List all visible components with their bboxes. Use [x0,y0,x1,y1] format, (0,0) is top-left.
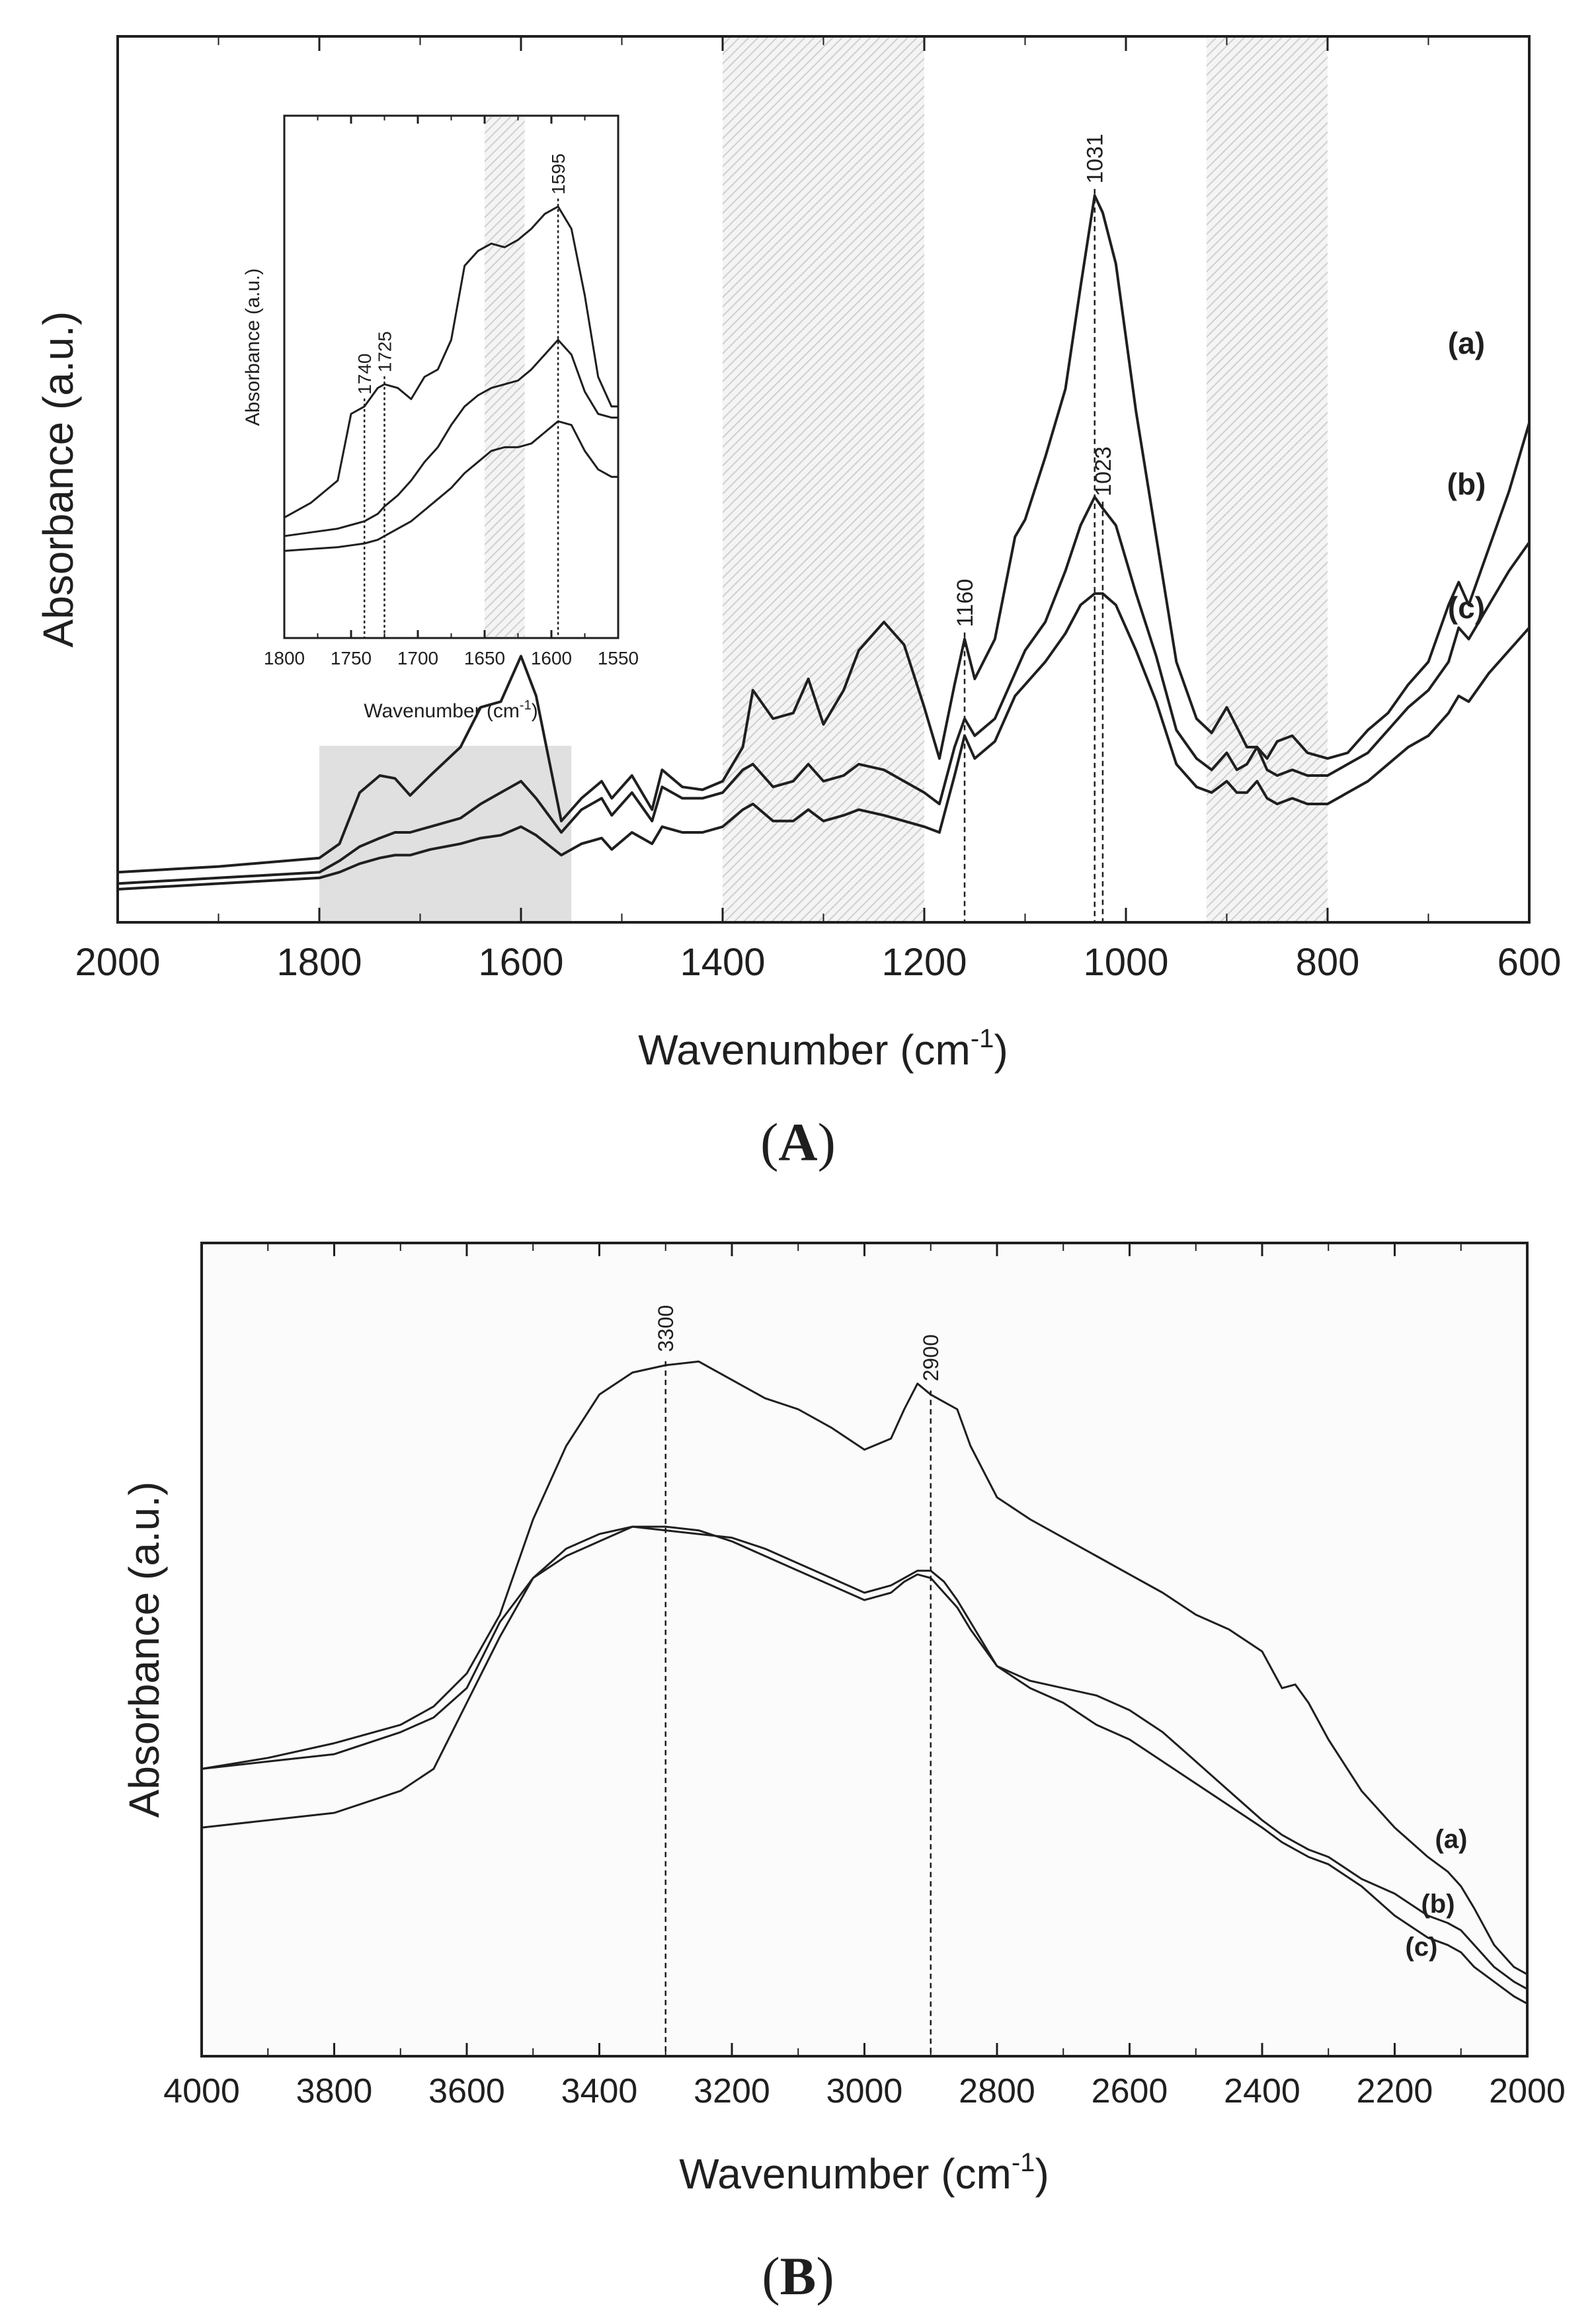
inset-y-axis-title: Absorbance (a.u.) [242,268,264,426]
panel-a-chart: 1160 1031 1023 2000 1800 1600 1400 1200 1000 800… [34,35,1562,1172]
panel-a-series-label-b: (b) [1447,467,1486,501]
inset-series-b-line [284,339,618,538]
panel-a-x-tick-label: 600 [1497,941,1562,984]
panel-a-series-label-c: (c) [1448,590,1485,625]
panel-a-y-axis-title: Absorbance (a.u.) [34,311,82,648]
panel-b-x-tick-label: 2800 [959,2072,1035,2110]
panel-b-series-a-line [201,1360,1528,1976]
panel-a-hatched-region-2 [723,38,924,921]
panel-b-y-axis-title: Absorbance (a.u.) [120,1482,168,1818]
panel-b-series-label-b: (b) [1421,1890,1455,1919]
panel-b-x-tick-label: 3800 [296,2072,373,2110]
panel-b-marker-2900-label: 2900 [919,1334,943,1381]
panel-b-series-b-line [201,1525,1528,2005]
panel-a-x-tick-label: 1400 [680,941,765,984]
inset-x-tick-label: 1800 [264,648,305,668]
inset-marker-1595-label: 1595 [548,153,569,194]
panel-a-hatched-region-3 [1207,38,1328,921]
inset-marker-1725-label: 1725 [374,331,395,372]
panel-b-x-tick-label: 4000 [163,2072,240,2110]
panel-b-label: (B) [762,2246,834,2306]
panel-a-series-b-line [117,495,1531,885]
panel-a-x-tick-label: 1600 [478,941,563,984]
panel-b-chart: 3300 2900 4000 3800 3600 3400 3200 3000 2800 260… [120,1242,1566,2306]
panel-a-marker-1031-label: 1031 [1083,134,1108,184]
panel-a-x-tick-label: 800 [1296,941,1360,984]
inset-x-tick-label: 1650 [464,648,505,668]
inset-x-axis-title: Wavenumber (cm-1) [364,698,538,722]
panel-a-x-tick-label: 2000 [75,941,160,984]
inset-x-tick-label: 1700 [397,648,438,668]
panel-a-series-c-line [117,592,1531,891]
inset-x-tick-label: 1550 [598,648,639,668]
panel-b-series-label-c: (c) [1406,1933,1438,1962]
inset-x-tick-label: 1600 [531,648,572,668]
inset-series-c-line [284,420,618,552]
panel-a-label: (A) [760,1112,836,1172]
panel-b-x-tick-label: 2600 [1092,2072,1168,2110]
panel-b-x-tick-label: 2400 [1224,2072,1300,2110]
panel-a-x-tick-label: 1000 [1083,941,1168,984]
panel-a-x-tick-label: 1800 [276,941,362,984]
inset-series-a-line [284,205,618,519]
panel-a-x-tick-label: 1200 [881,941,967,984]
panel-a-x-axis-title: Wavenumber (cm-1) [638,1024,1008,1074]
panel-b-marker-3300-label: 3300 [654,1305,678,1352]
panel-b-x-tick-label: 2000 [1489,2072,1566,2110]
panel-b-series-label-a: (a) [1435,1825,1468,1854]
panel-a-shaded-region-1 [319,746,572,922]
panel-a-series-a-line [117,194,1531,874]
panel-b-series-c-line [201,1525,1528,1990]
panel-b-x-tick-label: 3400 [561,2072,638,2110]
panel-b-x-axis-title: Wavenumber (cm-1) [679,2148,1049,2198]
inset-marker-1740-label: 1740 [354,354,375,395]
panel-b-x-tick-label: 3200 [694,2072,770,2110]
panel-b-x-tick-label: 2200 [1357,2072,1433,2110]
panel-a-series-label-a: (a) [1448,326,1485,360]
panel-a-marker-1160-label: 1160 [953,579,978,627]
panel-b-x-tick-label: 3000 [826,2072,903,2110]
panel-a-marker-1023-label: 1023 [1091,446,1116,497]
inset-x-tick-label: 1750 [331,648,372,668]
panel-b-x-tick-label: 3600 [428,2072,505,2110]
inset-hatched-region-1 [485,117,525,637]
panel-b-plot-background [202,1243,1527,2056]
